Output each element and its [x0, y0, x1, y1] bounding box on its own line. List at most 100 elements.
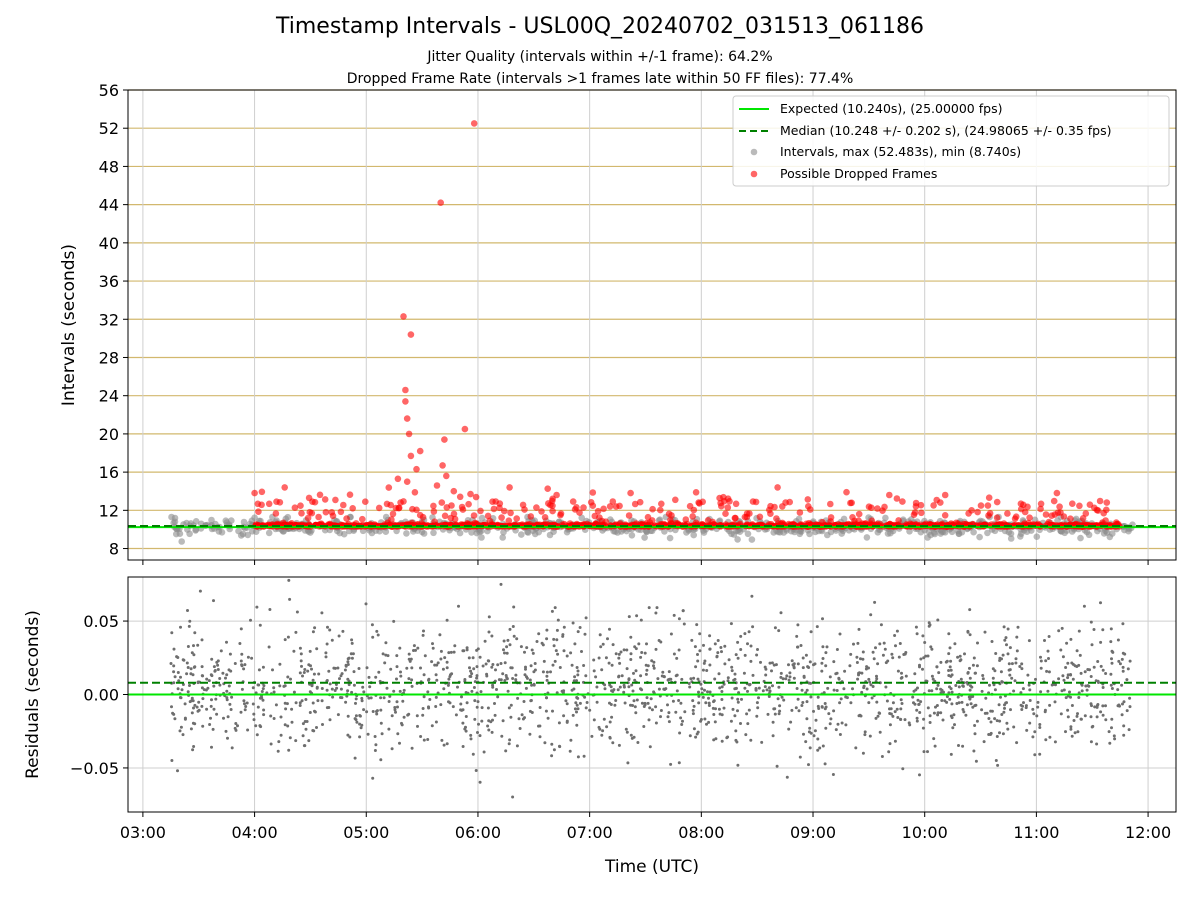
- legend: Expected (10.240s), (25.00000 fps)Median…: [732, 95, 1170, 187]
- residual-point: [768, 690, 772, 693]
- interval-point: [265, 529, 273, 537]
- residual-point: [633, 705, 637, 709]
- dropped-frame-point: [1024, 503, 1031, 511]
- residual-point: [317, 672, 321, 676]
- residual-point: [530, 683, 534, 687]
- residual-point: [805, 688, 809, 692]
- residual-point: [475, 665, 479, 669]
- residual-point: [496, 695, 500, 699]
- residual-point: [274, 703, 278, 707]
- residual-point: [809, 695, 813, 699]
- interval-point: [976, 533, 983, 541]
- residual-point: [825, 645, 829, 649]
- dropped-frame-point: [332, 496, 339, 504]
- residual-point: [375, 629, 379, 633]
- residual-point: [331, 695, 335, 699]
- residual-point: [212, 707, 216, 711]
- residual-point: [800, 704, 804, 707]
- residual-point: [584, 674, 588, 678]
- residual-point: [919, 700, 923, 704]
- residual-point: [1059, 648, 1063, 652]
- residual-point: [1033, 730, 1037, 734]
- dropped-frame-rate-subtitle: Dropped Frame Rate (intervals >1 frames …: [346, 71, 854, 87]
- residual-point: [691, 699, 695, 703]
- residual-point: [595, 685, 599, 689]
- residual-point: [538, 735, 542, 739]
- residual-point: [611, 643, 615, 647]
- residual-point: [1125, 709, 1129, 713]
- residual-point: [901, 767, 905, 771]
- residual-point: [921, 726, 925, 730]
- residual-point: [178, 729, 182, 733]
- residual-point: [224, 729, 228, 733]
- residual-point: [374, 743, 378, 747]
- residual-point: [812, 734, 816, 738]
- residual-point: [506, 689, 510, 693]
- residual-point: [930, 647, 934, 651]
- residual-point: [183, 702, 187, 706]
- residual-point: [1047, 657, 1050, 660]
- residual-point: [416, 724, 419, 728]
- residual-point: [690, 638, 694, 642]
- residual-point: [511, 677, 515, 680]
- residual-point: [971, 705, 975, 709]
- dropped-frame-point: [1050, 497, 1058, 505]
- residual-point: [340, 672, 344, 676]
- y-tick-label: 20: [99, 425, 119, 444]
- residual-point: [364, 602, 368, 606]
- residual-point: [463, 727, 467, 731]
- residual-point: [600, 733, 604, 737]
- residual-point: [188, 700, 192, 704]
- legend-intervals-label: Intervals, max (52.483s), min (8.740s): [780, 144, 1021, 159]
- residual-point: [1109, 672, 1113, 676]
- residual-point: [659, 715, 662, 719]
- residual-point: [1066, 708, 1070, 712]
- residual-point: [736, 709, 739, 713]
- dropped-frame-outlier: [405, 430, 413, 438]
- residual-point: [303, 668, 307, 671]
- residual-point: [812, 709, 815, 713]
- residual-point: [576, 669, 580, 673]
- residual-point: [654, 705, 658, 709]
- residual-point: [930, 689, 934, 693]
- residual-point: [1006, 652, 1010, 656]
- interval-point: [171, 518, 179, 526]
- residual-point: [211, 727, 215, 731]
- dropped-frame-point: [912, 499, 920, 507]
- residual-point: [706, 690, 709, 694]
- y-tick-label: 24: [99, 387, 119, 406]
- residual-point: [914, 688, 918, 692]
- residual-point: [746, 722, 750, 726]
- residual-point: [268, 608, 272, 611]
- residual-point: [508, 627, 512, 631]
- residual-point: [823, 702, 827, 705]
- residual-point: [1069, 637, 1073, 641]
- residual-point: [730, 665, 734, 669]
- residual-point: [774, 663, 778, 667]
- residual-y-tick-label: −0.05: [70, 759, 119, 778]
- residual-point: [330, 638, 334, 642]
- residual-point: [517, 717, 521, 721]
- residual-point: [692, 704, 696, 708]
- dropped-frame-outlier: [407, 331, 415, 338]
- residual-point: [576, 707, 580, 711]
- residual-point: [652, 666, 656, 670]
- residual-point: [821, 657, 825, 660]
- residual-point: [576, 673, 580, 677]
- dropped-frame-point: [456, 493, 464, 501]
- residual-point: [295, 610, 299, 614]
- residual-point: [953, 642, 957, 646]
- residual-point: [507, 742, 511, 746]
- residual-point: [491, 683, 495, 687]
- residual-point: [467, 656, 471, 660]
- interval-point: [244, 531, 252, 539]
- dropped-frame-point: [418, 520, 426, 527]
- residual-point: [625, 730, 629, 734]
- residual-point: [510, 666, 514, 670]
- residual-point: [700, 687, 704, 691]
- residual-point: [1128, 659, 1132, 663]
- residual-point: [785, 674, 789, 678]
- residual-point: [778, 709, 782, 713]
- residual-point: [224, 676, 227, 680]
